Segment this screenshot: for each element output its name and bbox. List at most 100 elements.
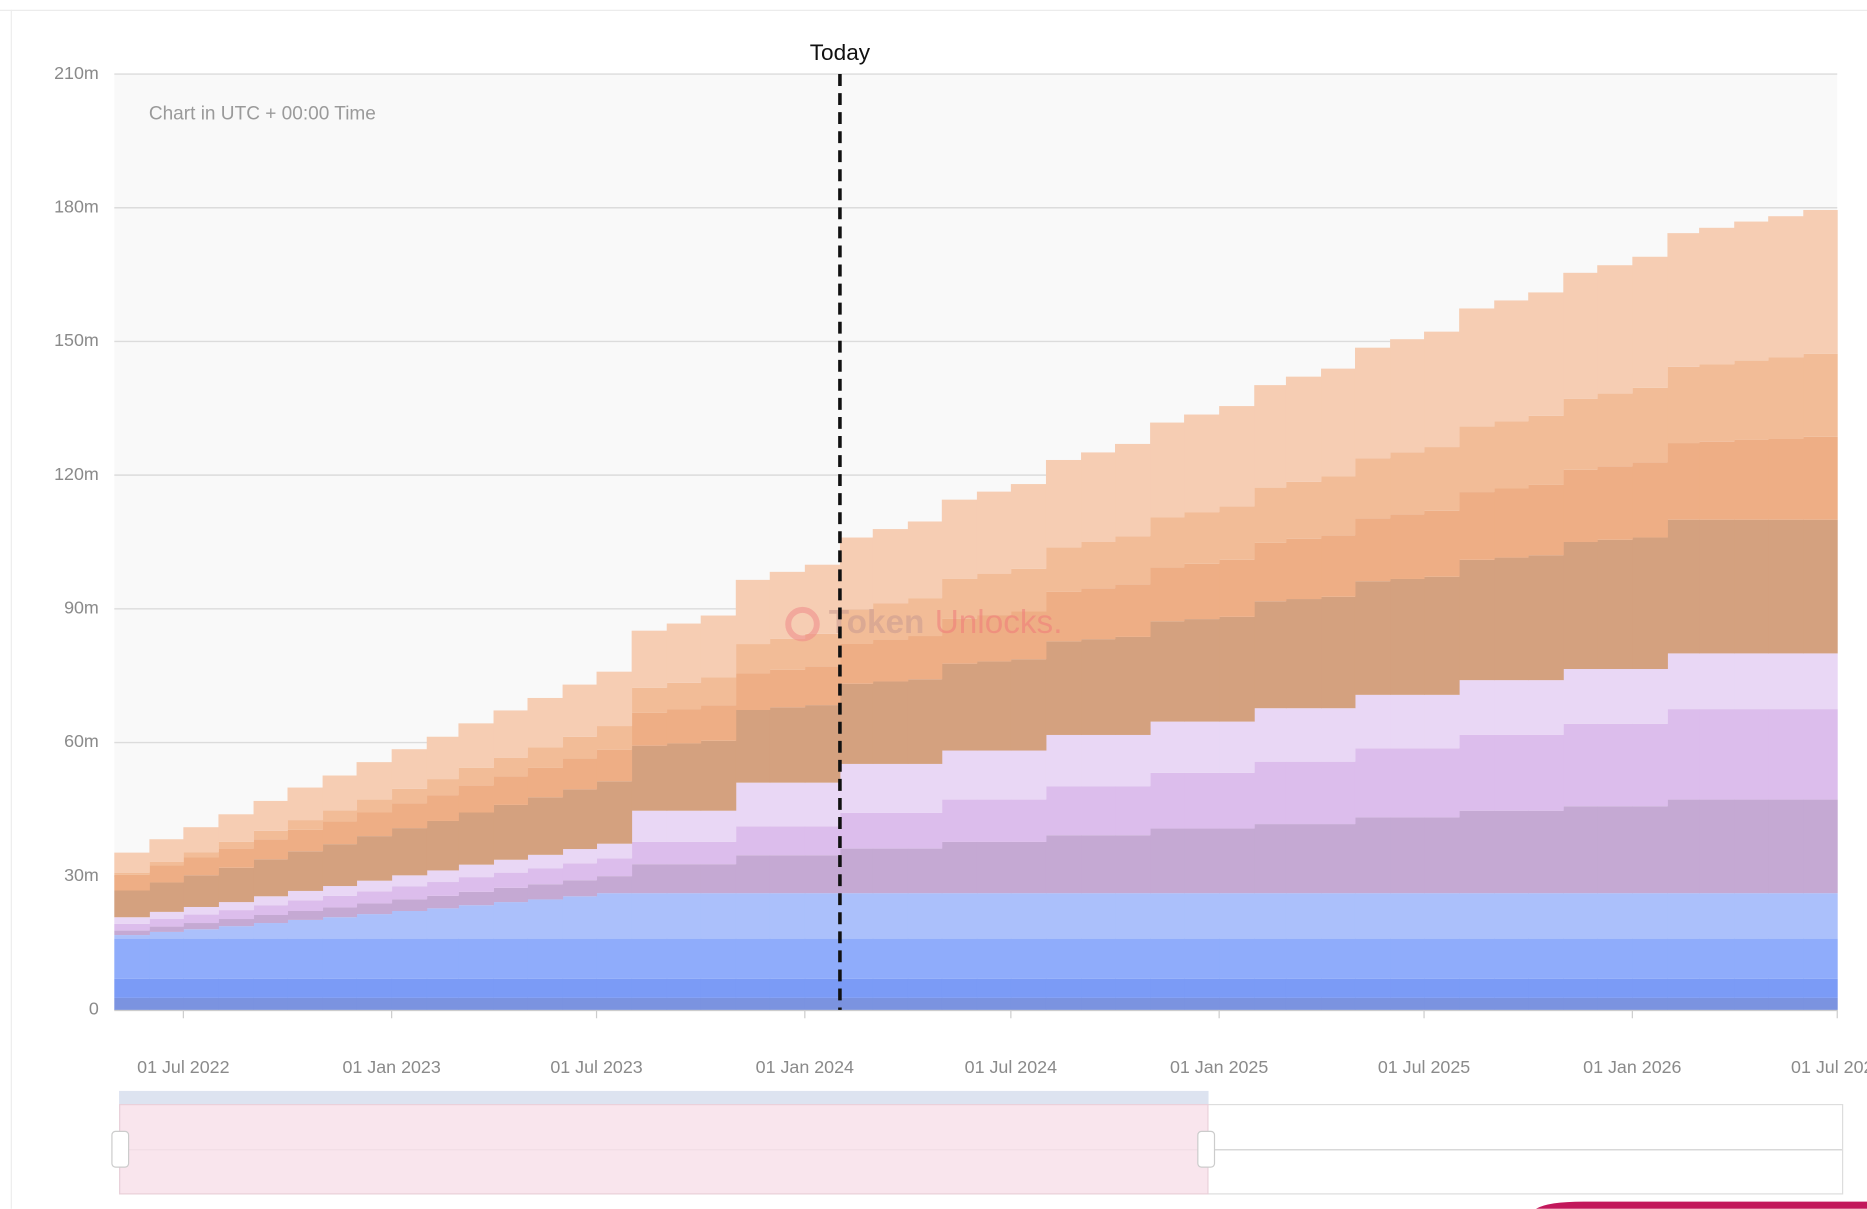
- area-step: [1390, 578, 1425, 695]
- navigator-handle[interactable]: [1197, 1130, 1216, 1168]
- area-step: [1597, 265, 1633, 394]
- area-step: [322, 907, 358, 918]
- area-step: [1321, 824, 1356, 894]
- area-step: [596, 978, 633, 998]
- area-step: [562, 978, 598, 998]
- area-step: [769, 707, 806, 783]
- area-step: [941, 893, 978, 939]
- area-step: [1597, 938, 1633, 979]
- area-step: [1667, 233, 1700, 367]
- area-step: [1045, 978, 1082, 998]
- axis: 0 30m 60m 90m 120m 150m 180m 210m 01 Jul 2022 01 …: [54, 63, 1867, 1077]
- area-step: [1494, 893, 1529, 939]
- area-step: [872, 603, 909, 640]
- area-step: [735, 644, 771, 674]
- area-step: [1494, 421, 1529, 489]
- area-step: [631, 687, 668, 713]
- area-step: [804, 666, 841, 706]
- area-step: [493, 757, 528, 777]
- navigator-bar[interactable]: [119, 1090, 1209, 1104]
- navigator-handle[interactable]: [111, 1130, 130, 1168]
- area-step: [1528, 680, 1564, 735]
- area-step: [1354, 458, 1391, 519]
- area-step: [872, 812, 909, 849]
- area-step: [700, 864, 737, 894]
- area-step: [183, 997, 219, 1010]
- area-step: [391, 749, 428, 789]
- area-step: [700, 740, 737, 811]
- area-step: [769, 855, 806, 894]
- corner-widget[interactable]: [1535, 1201, 1867, 1209]
- area-step: [1285, 538, 1322, 600]
- area-step: [1390, 893, 1425, 939]
- area-step: [458, 891, 495, 906]
- y-tick-label: 30m: [64, 865, 99, 885]
- area-step: [1803, 938, 1838, 979]
- area-step: [1219, 893, 1255, 939]
- area-step: [322, 821, 358, 845]
- navigator-selection[interactable]: [119, 1103, 1209, 1195]
- area-step: [735, 938, 771, 979]
- x-tick-label: 01 Jan 2024: [756, 1057, 854, 1077]
- area-step: [149, 926, 184, 932]
- area-step: [1459, 997, 1495, 1010]
- area-step: [631, 841, 668, 865]
- area-step: [1081, 786, 1116, 836]
- area-step: [149, 861, 184, 866]
- area-step: [287, 919, 324, 939]
- area-step: [1768, 216, 1804, 358]
- x-tick-label: 01 Jul 2023: [550, 1057, 642, 1077]
- area-step: [700, 810, 737, 842]
- area-step: [287, 787, 324, 821]
- area-step: [253, 915, 288, 924]
- area-step: [149, 931, 184, 939]
- area-step: [322, 938, 358, 979]
- area-step: [426, 795, 459, 821]
- area-step: [1563, 669, 1598, 724]
- area-step: [1563, 997, 1598, 1010]
- area-step: [1699, 938, 1735, 979]
- area-step: [1184, 828, 1220, 894]
- area-step: [1667, 709, 1700, 800]
- area-step: [391, 899, 428, 911]
- area-step: [735, 997, 771, 1010]
- area-step: [976, 799, 1012, 842]
- area-step: [1597, 978, 1633, 998]
- area-step: [562, 863, 598, 881]
- area-step: [458, 767, 495, 786]
- area-step: [322, 895, 358, 908]
- area-step: [356, 997, 393, 1010]
- area-step: [735, 826, 771, 856]
- area-step: [1184, 938, 1220, 979]
- area-step: [426, 820, 459, 871]
- area-step: [769, 826, 806, 856]
- area-step: [907, 521, 943, 599]
- area-step: [1667, 997, 1700, 1010]
- area-step: [426, 997, 459, 1010]
- area-step: [1528, 938, 1564, 979]
- area-step: [1321, 368, 1356, 477]
- area-step: [1632, 997, 1668, 1010]
- area-step: [253, 978, 288, 998]
- area-step: [1390, 978, 1425, 998]
- area-step: [183, 938, 219, 979]
- area-step: [1667, 978, 1700, 998]
- area-step: [1528, 555, 1564, 681]
- area-step: [1803, 209, 1838, 354]
- area-step: [1803, 893, 1838, 939]
- area-step: [1321, 978, 1356, 998]
- area-step: [907, 997, 943, 1010]
- area-step: [114, 923, 150, 931]
- area-step: [1150, 893, 1185, 939]
- area-step: [1081, 893, 1116, 939]
- x-tick-label: 01 Jul 2022: [137, 1057, 229, 1077]
- area-step: [1285, 708, 1322, 762]
- area-step: [356, 880, 393, 892]
- area-step: [1768, 357, 1804, 439]
- area-step: [804, 564, 841, 634]
- area-step: [941, 841, 978, 894]
- area-step: [839, 812, 874, 849]
- area-step: [1424, 576, 1460, 695]
- area-step: [458, 877, 495, 892]
- area-step: [907, 763, 943, 813]
